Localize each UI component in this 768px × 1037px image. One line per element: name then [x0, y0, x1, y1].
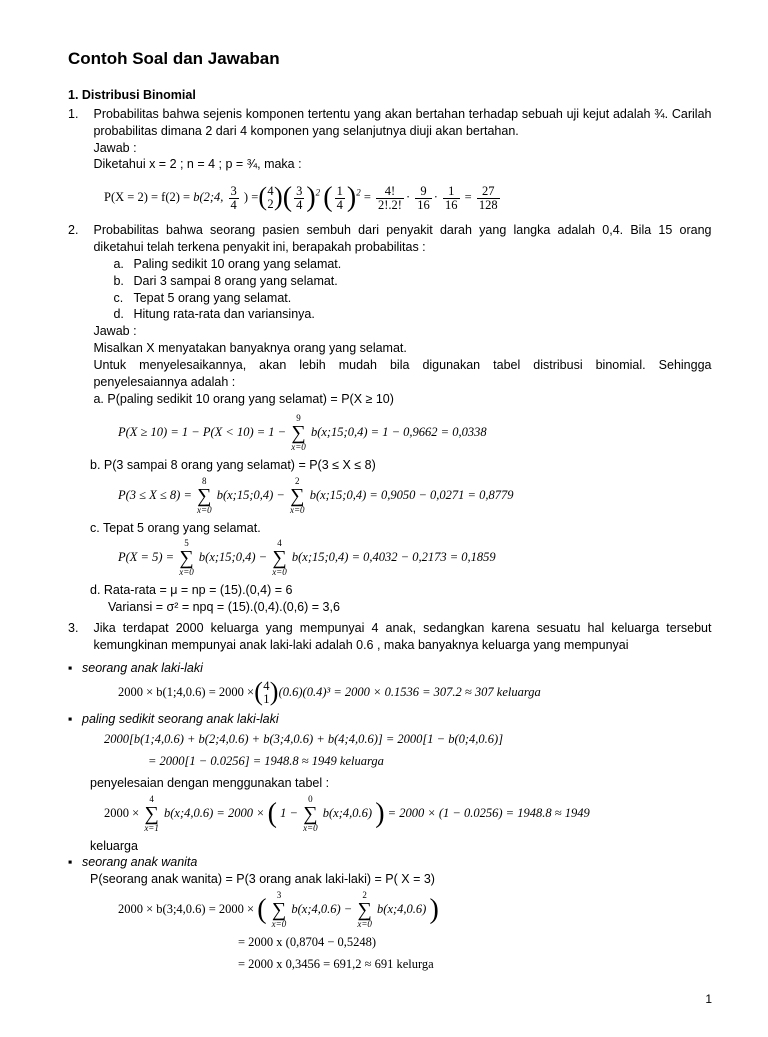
q3-eq1: 2000 × b(1;4,0.6) = 2000 × 41 (0.6)(0.4)…	[118, 680, 712, 706]
q3-eq5: = 2000 x (0,8704 − 0,5248)	[238, 934, 712, 951]
q3-eq4: 2000 × b(3;4,0.6) = 2000 × ( 3∑x=0 b(x;4…	[118, 891, 712, 929]
q2c-equation: P(X = 5) = 5∑x=0 b(x;15;0,4) − 4∑x=0 b(x…	[118, 539, 712, 577]
q3-text: Jika terdapat 2000 keluarga yang mempuny…	[93, 620, 711, 654]
q3-p3: P(seorang anak wanita) = P(3 orang anak …	[90, 871, 712, 888]
q3-table-note: penyelesaian dengan menggunakan tabel :	[90, 775, 712, 792]
q2c-label: c. Tepat 5 orang yang selamat.	[90, 520, 712, 537]
q3-eq2a: 2000[b(1;4,0.6) + b(2;4,0.6) + b(3;4,0.6…	[104, 731, 712, 748]
q3-number: 3.	[68, 620, 90, 637]
q2a-equation: P(X ≥ 10) = 1 − P(X < 10) = 1 − 9∑x=0 b(…	[118, 414, 712, 452]
q2-text: Probabilitas bahwa seorang pasien sembuh…	[93, 223, 711, 254]
q2b-equation: P(3 ≤ X ≤ 8) = 8∑x=0 b(x;15;0,4) − 2∑x=0…	[118, 477, 712, 515]
question-3: 3. Jika terdapat 2000 keluarga yang memp…	[68, 620, 712, 654]
q1-equation: P(X = 2) = f(2) = b(2;4, 34 ) = 42 (34)2…	[104, 179, 712, 217]
q1-known: Diketahui x = 2 ; n = 4 ; p = ¾, maka :	[93, 157, 301, 171]
q2b-label: b. P(3 sampai 8 orang yang selamat) = P(…	[90, 457, 712, 474]
q3-keluarga: keluarga	[90, 838, 712, 855]
q2-number: 2.	[68, 222, 90, 239]
q2d-mean: d. Rata-rata = μ = np = (15).(0,4) = 6	[90, 582, 712, 599]
section-heading: 1. Distribusi Binomial	[68, 87, 712, 104]
question-1: 1. Probabilitas bahwa sejenis komponen t…	[68, 106, 712, 174]
question-2: 2. Probabilitas bahwa seorang pasien sem…	[68, 222, 712, 408]
q2d-var: Variansi = σ² = npq = (15).(0,4).(0,6) =…	[108, 599, 712, 616]
q3-bullet1: ▪seorang anak laki-laki	[68, 660, 712, 677]
q1-jawab: Jawab :	[93, 141, 136, 155]
q1-number: 1.	[68, 106, 90, 123]
q3-eq3: 2000 × 4∑x=1 b(x;4,0.6) = 2000 × ( 1 − 0…	[104, 795, 712, 833]
q3-eq6: = 2000 x 0,3456 = 691,2 ≈ 691 kelurga	[238, 956, 712, 973]
page-number: 1	[68, 991, 712, 1007]
q3-bullet2: ▪paling sedikit seorang anak laki-laki	[68, 711, 712, 728]
page-title: Contoh Soal dan Jawaban	[68, 48, 712, 71]
q1-text: Probabilitas bahwa sejenis komponen tert…	[93, 107, 711, 138]
q3-bullet3: ▪seorang anak wanita	[68, 854, 712, 871]
q3-eq2b: = 2000[1 − 0.0256] = 1948.8 ≈ 1949 kelua…	[148, 753, 712, 770]
